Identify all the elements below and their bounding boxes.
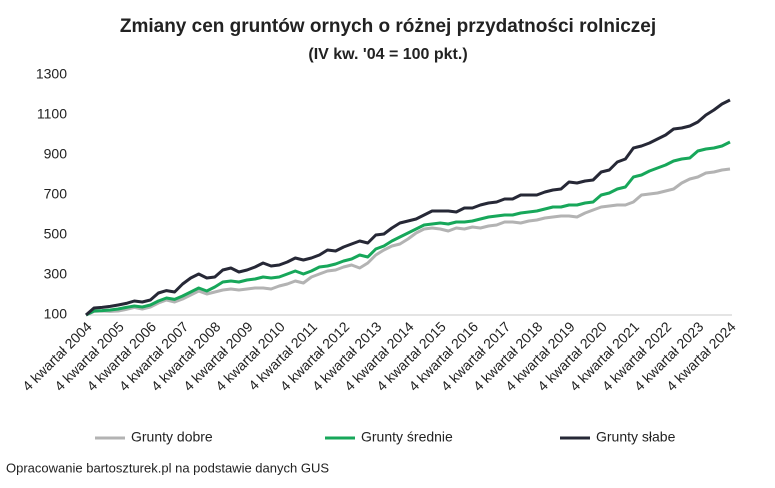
chart-title: Zmiany cen gruntów ornych o różnej przyd… xyxy=(120,16,656,37)
y-tick-label: 300 xyxy=(44,266,68,282)
legend-label: Grunty dobre xyxy=(131,429,213,445)
series-line xyxy=(85,167,731,317)
y-tick-label: 500 xyxy=(44,226,68,242)
legend-label: Grunty średnie xyxy=(361,429,453,445)
y-tick-label: 1300 xyxy=(36,66,67,82)
y-tick-label: 1100 xyxy=(37,106,67,122)
y-tick-label: 100 xyxy=(44,306,68,322)
series-line xyxy=(85,98,731,317)
y-tick-label: 900 xyxy=(44,146,68,162)
legend-label: Grunty słabe xyxy=(596,429,676,445)
chart-subtitle: (IV kw. '04 = 100 pkt.) xyxy=(308,46,467,63)
y-tick-label: 700 xyxy=(44,186,68,202)
source: Opracowanie bartoszturek.pl na podstawie… xyxy=(6,460,329,475)
series-line xyxy=(85,140,731,317)
